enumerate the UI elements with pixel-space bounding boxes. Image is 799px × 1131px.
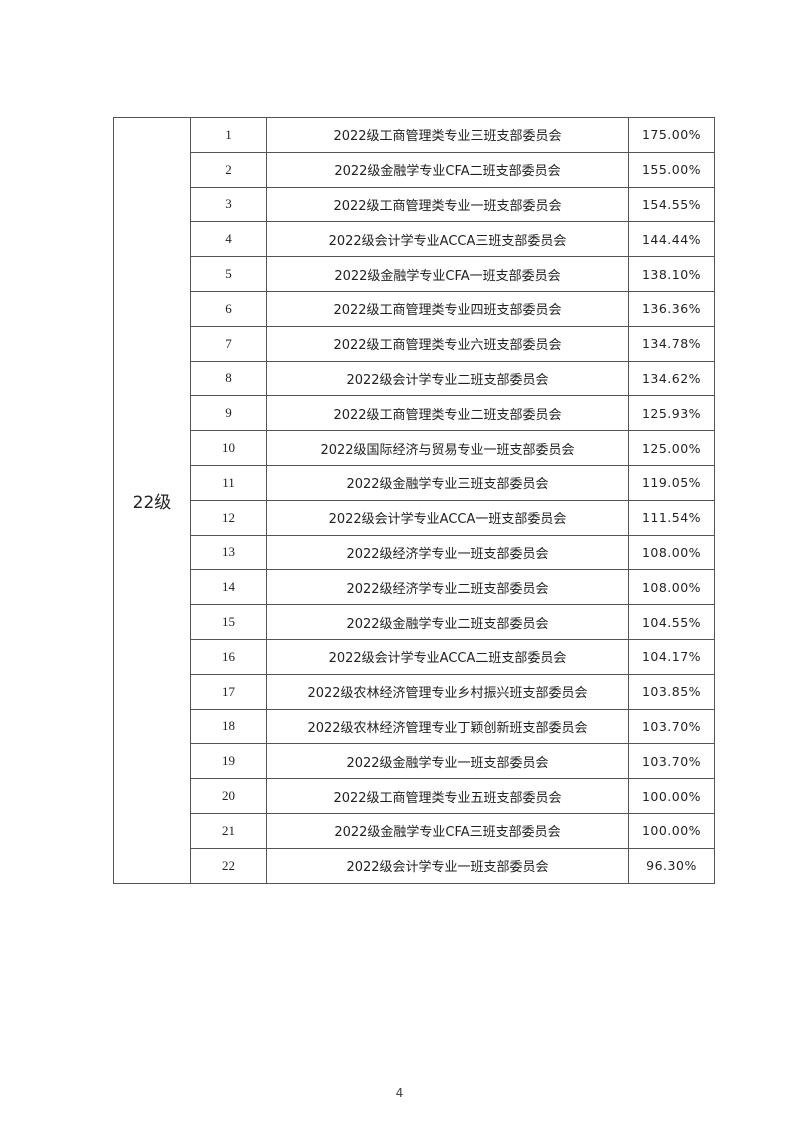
- table-row: 14 2022级经济学专业二班支部委员会 108.00%: [114, 569, 715, 606]
- rank-number-cell: 17: [190, 673, 267, 710]
- branch-name-cell: 2022级经济学专业二班支部委员会: [266, 569, 629, 606]
- table-row: 17 2022级农林经济管理专业乡村振兴班支部委员会 103.85%: [114, 673, 715, 710]
- branch-name-cell: 2022级农林经济管理专业乡村振兴班支部委员会: [266, 673, 629, 710]
- rank-number-cell: 10: [190, 430, 267, 466]
- table-row: 21 2022级金融学专业CFA三班支部委员会 100.00%: [114, 812, 715, 849]
- table-row: 8 2022级会计学专业二班支部委员会 134.62%: [114, 360, 715, 397]
- table-row: 11 2022级金融学专业三班支部委员会 119.05%: [114, 464, 715, 501]
- branch-name-cell: 2022级工商管理类专业三班支部委员会: [266, 117, 629, 153]
- branch-name-cell: 2022级会计学专业ACCA一班支部委员会: [266, 499, 629, 536]
- table-row: 7 2022级工商管理类专业六班支部委员会 134.78%: [114, 325, 715, 362]
- rank-number-cell: 7: [190, 325, 267, 362]
- branch-name-cell: 2022级金融学专业三班支部委员会: [266, 464, 629, 501]
- table-row: 22 2022级会计学专业一班支部委员会 96.30%: [114, 847, 715, 884]
- rank-number-cell: 18: [190, 708, 267, 745]
- percentage-cell: 138.10%: [628, 256, 715, 292]
- percentage-cell: 125.00%: [628, 430, 715, 466]
- page-number: 4: [395, 1086, 404, 1100]
- ranking-table: 22级 1 2022级工商管理类专业三班支部委员会 175.00% 2 2022级金融学专…: [113, 117, 715, 884]
- rank-number-cell: 15: [190, 604, 267, 640]
- table-row: 2 2022级金融学专业CFA二班支部委员会 155.00%: [114, 151, 715, 188]
- percentage-cell: 136.36%: [628, 290, 715, 327]
- table-row: 10 2022级国际经济与贸易专业一班支部委员会 125.00%: [114, 430, 715, 466]
- table-row: 12 2022级会计学专业ACCA一班支部委员会 111.54%: [114, 499, 715, 536]
- branch-name-cell: 2022级工商管理类专业二班支部委员会: [266, 395, 629, 432]
- branch-name-cell: 2022级金融学专业CFA三班支部委员会: [266, 812, 629, 849]
- branch-name-cell: 2022级经济学专业一班支部委员会: [266, 534, 629, 571]
- percentage-cell: 175.00%: [628, 117, 715, 153]
- rank-number-cell: 22: [190, 847, 267, 884]
- rank-number-cell: 5: [190, 256, 267, 292]
- percentage-cell: 154.55%: [628, 186, 715, 223]
- percentage-cell: 155.00%: [628, 151, 715, 188]
- percentage-cell: 96.30%: [628, 847, 715, 884]
- percentage-cell: 125.93%: [628, 395, 715, 432]
- percentage-cell: 103.85%: [628, 673, 715, 710]
- branch-name-cell: 2022级工商管理类专业四班支部委员会: [266, 290, 629, 327]
- rank-number-cell: 20: [190, 778, 267, 814]
- percentage-cell: 104.55%: [628, 604, 715, 640]
- percentage-cell: 103.70%: [628, 743, 715, 780]
- rank-number-cell: 9: [190, 395, 267, 432]
- percentage-cell: 134.62%: [628, 360, 715, 397]
- table-row: 5 2022级金融学专业CFA一班支部委员会 138.10%: [114, 256, 715, 292]
- branch-name-cell: 2022级工商管理类专业六班支部委员会: [266, 325, 629, 362]
- branch-name-cell: 2022级金融学专业CFA二班支部委员会: [266, 151, 629, 188]
- rank-number-cell: 11: [190, 464, 267, 501]
- branch-name-cell: 2022级金融学专业二班支部委员会: [266, 604, 629, 640]
- rank-number-cell: 16: [190, 638, 267, 675]
- percentage-cell: 134.78%: [628, 325, 715, 362]
- table-row: 18 2022级农林经济管理专业丁颖创新班支部委员会 103.70%: [114, 708, 715, 745]
- branch-name-cell: 2022级工商管理类专业五班支部委员会: [266, 778, 629, 814]
- rank-number-cell: 12: [190, 499, 267, 536]
- percentage-cell: 108.00%: [628, 534, 715, 571]
- table-row: 22级 1 2022级工商管理类专业三班支部委员会 175.00%: [113, 117, 715, 884]
- table-row: 15 2022级金融学专业二班支部委员会 104.55%: [114, 604, 715, 640]
- rank-number-cell: 1: [190, 117, 267, 153]
- branch-name-cell: 2022级金融学专业CFA一班支部委员会: [266, 256, 629, 292]
- rank-number-cell: 19: [190, 743, 267, 780]
- branch-name-cell: 2022级工商管理类专业一班支部委员会: [266, 186, 629, 223]
- percentage-cell: 108.00%: [628, 569, 715, 606]
- table-row: 4 2022级会计学专业ACCA三班支部委员会 144.44%: [114, 221, 715, 258]
- table-row: 16 2022级会计学专业ACCA二班支部委员会 104.17%: [114, 638, 715, 675]
- table-row: 3 2022级工商管理类专业一班支部委员会 154.55%: [114, 186, 715, 223]
- percentage-cell: 104.17%: [628, 638, 715, 675]
- branch-name-cell: 2022级会计学专业ACCA三班支部委员会: [266, 221, 629, 258]
- branch-name-cell: 2022级会计学专业二班支部委员会: [266, 360, 629, 397]
- rank-number-cell: 3: [190, 186, 267, 223]
- table-row: 9 2022级工商管理类专业二班支部委员会 125.93%: [114, 395, 715, 432]
- branch-name-cell: 2022级农林经济管理专业丁颖创新班支部委员会: [266, 708, 629, 745]
- percentage-cell: 144.44%: [628, 221, 715, 258]
- branch-name-cell: 2022级会计学专业ACCA二班支部委员会: [266, 638, 629, 675]
- branch-name-cell: 2022级会计学专业一班支部委员会: [266, 847, 629, 884]
- percentage-cell: 100.00%: [628, 812, 715, 849]
- rank-number-cell: 8: [190, 360, 267, 397]
- branch-name-cell: 2022级国际经济与贸易专业一班支部委员会: [266, 430, 629, 466]
- table-row: 13 2022级经济学专业一班支部委员会 108.00%: [114, 534, 715, 571]
- table-row: 20 2022级工商管理类专业五班支部委员会 100.00%: [114, 778, 715, 814]
- percentage-cell: 103.70%: [628, 708, 715, 745]
- table-row: 19 2022级金融学专业一班支部委员会 103.70%: [114, 743, 715, 780]
- rank-number-cell: 6: [190, 290, 267, 327]
- table-row: 6 2022级工商管理类专业四班支部委员会 136.36%: [114, 290, 715, 327]
- rank-number-cell: 13: [190, 534, 267, 571]
- percentage-cell: 119.05%: [628, 464, 715, 501]
- percentage-cell: 111.54%: [628, 499, 715, 536]
- rank-number-cell: 14: [190, 569, 267, 606]
- grade-cell: 22级: [113, 117, 191, 884]
- rank-number-cell: 4: [190, 221, 267, 258]
- rank-number-cell: 2: [190, 151, 267, 188]
- rank-number-cell: 21: [190, 812, 267, 849]
- percentage-cell: 100.00%: [628, 778, 715, 814]
- branch-name-cell: 2022级金融学专业一班支部委员会: [266, 743, 629, 780]
